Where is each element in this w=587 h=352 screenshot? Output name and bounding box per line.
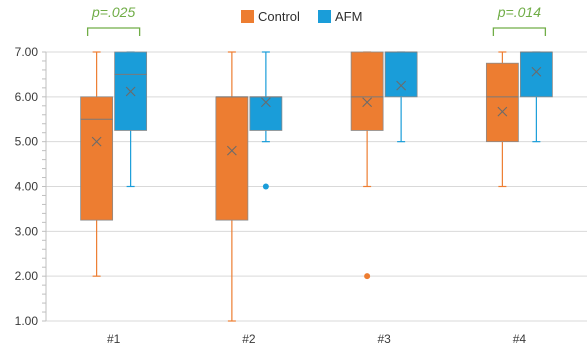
outlier-point [262, 183, 269, 190]
mean-marker [91, 136, 102, 147]
bracket-line [492, 27, 547, 36]
legend-swatch [318, 10, 331, 23]
legend-item-control: Control [241, 9, 300, 24]
significance-bracket: p=.014 [492, 4, 547, 36]
box-iqr [384, 51, 418, 98]
box-control-2 [215, 51, 249, 322]
significance-bracket: p=.025 [86, 4, 141, 36]
box-iqr [114, 51, 148, 131]
box-control-3 [350, 51, 384, 280]
mean-marker [260, 97, 271, 108]
legend-label: AFM [335, 9, 362, 24]
box-iqr [80, 96, 114, 221]
y-tick-label: 6.00 [15, 90, 39, 104]
legend-label: Control [258, 9, 300, 24]
box-iqr [215, 96, 249, 221]
mean-marker [226, 145, 237, 156]
outlier-point [364, 273, 371, 280]
x-tick-label: #2 [242, 332, 256, 346]
box-control-4 [485, 51, 519, 188]
box-afm-4 [519, 51, 553, 143]
bracket-line [86, 27, 141, 36]
legend-swatch [241, 10, 254, 23]
x-tick-label: #3 [377, 332, 391, 346]
x-tick-label: #4 [513, 332, 527, 346]
mean-marker [396, 80, 407, 91]
y-tick-label: 4.00 [15, 180, 39, 194]
y-tick-label: 2.00 [15, 269, 39, 283]
boxes [80, 51, 553, 322]
box-iqr [519, 51, 553, 98]
box-afm-1 [114, 51, 148, 188]
x-tick-label: #1 [107, 332, 121, 346]
legend-item-afm: AFM [318, 9, 362, 24]
mean-marker [125, 86, 136, 97]
box-iqr [485, 62, 519, 143]
box-afm-2 [249, 51, 283, 190]
p-value-label: p=.025 [91, 4, 135, 20]
mean-marker [497, 106, 508, 117]
p-value-label: p=.014 [497, 4, 541, 20]
y-tick-label: 3.00 [15, 224, 39, 238]
axes: 1.00 2.00 3.00 4.00 5.00 6.00 7.00 #1 #2 #3 #4 [15, 45, 527, 346]
annotations: p=.025 p=.014 [86, 4, 547, 36]
y-tick-label: 1.00 [15, 314, 39, 328]
y-tick-label: 7.00 [15, 45, 39, 59]
mean-marker [531, 66, 542, 77]
box-control-1 [80, 51, 114, 277]
box-iqr [350, 51, 384, 131]
box-afm-3 [384, 51, 418, 143]
mean-marker [362, 97, 373, 108]
legend: Control AFM [241, 9, 362, 24]
y-tick-label: 5.00 [15, 135, 39, 149]
